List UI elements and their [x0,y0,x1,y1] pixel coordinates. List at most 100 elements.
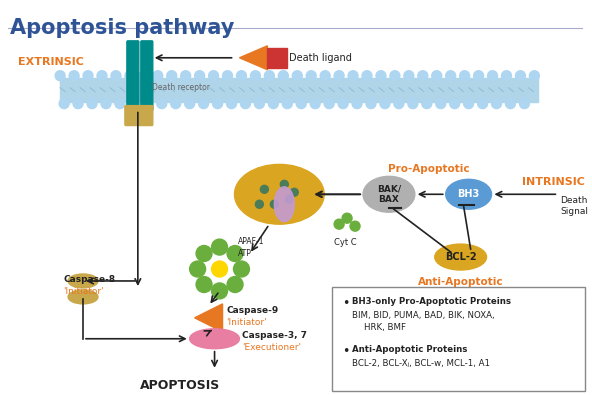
Circle shape [446,71,456,81]
Circle shape [501,71,511,81]
Circle shape [195,71,205,81]
Circle shape [196,246,212,261]
Text: 'Executioner': 'Executioner' [243,343,301,352]
Text: Anti-Apoptotic: Anti-Apoptotic [418,277,503,287]
Circle shape [211,283,227,299]
Ellipse shape [68,274,98,288]
Circle shape [432,71,442,81]
Text: 'Initiator': 'Initiator' [227,318,267,327]
Circle shape [170,99,181,109]
Bar [60,78,538,90]
FancyBboxPatch shape [332,287,585,391]
Circle shape [250,71,260,81]
Circle shape [290,188,298,196]
Circle shape [491,99,501,109]
FancyBboxPatch shape [125,105,153,126]
Circle shape [268,99,278,109]
Text: APAF-1: APAF-1 [237,237,264,246]
Polygon shape [195,304,223,332]
Circle shape [240,99,250,109]
Circle shape [292,71,303,81]
Text: HRK, BMF: HRK, BMF [364,323,406,332]
Circle shape [348,71,358,81]
Text: Death ligand: Death ligand [289,53,352,63]
Text: BH3: BH3 [458,189,480,199]
Circle shape [233,261,249,277]
Circle shape [506,99,516,109]
Circle shape [394,99,404,109]
Circle shape [211,239,227,255]
Circle shape [139,71,149,81]
Circle shape [87,99,97,109]
Circle shape [320,71,330,81]
Circle shape [213,99,223,109]
Bar [268,48,287,68]
Circle shape [324,99,334,109]
Circle shape [185,99,195,109]
Circle shape [282,99,292,109]
Circle shape [83,71,93,81]
Text: Death
Signal: Death Signal [560,196,588,216]
Circle shape [459,71,469,81]
Text: BCL-2, BCL-Xⱼ, BCL-w, MCL-1, A1: BCL-2, BCL-Xⱼ, BCL-w, MCL-1, A1 [352,359,490,368]
Circle shape [296,99,306,109]
Text: Caspase-9: Caspase-9 [227,306,279,315]
Text: APOPTOSIS: APOPTOSIS [140,378,220,391]
Text: ATP: ATP [237,249,252,258]
Circle shape [97,71,107,81]
Text: BAK/
BAX: BAK/ BAX [377,184,401,204]
Circle shape [227,99,236,109]
Circle shape [223,71,233,81]
Text: Cyt C: Cyt C [334,238,356,247]
Circle shape [362,71,372,81]
Circle shape [488,71,497,81]
Circle shape [157,99,167,109]
Circle shape [59,99,69,109]
Circle shape [474,71,484,81]
Text: •: • [342,297,349,310]
Circle shape [265,71,274,81]
Text: •: • [342,345,349,358]
Circle shape [350,221,360,231]
Circle shape [199,99,208,109]
Circle shape [366,99,376,109]
Circle shape [464,99,474,109]
Circle shape [129,99,139,109]
Circle shape [278,71,288,81]
Circle shape [338,99,348,109]
Circle shape [227,246,243,261]
Bar [60,90,538,102]
Circle shape [390,71,400,81]
Text: 'Initiator': 'Initiator' [63,287,104,296]
Ellipse shape [234,164,324,224]
Circle shape [167,71,176,81]
Text: BIM, BID, PUMA, BAD, BIK, NOXA,: BIM, BID, PUMA, BAD, BIK, NOXA, [352,311,495,320]
Circle shape [153,71,163,81]
Text: Anti-Apoptotic Proteins: Anti-Apoptotic Proteins [352,345,468,354]
Ellipse shape [446,179,491,209]
Text: Apoptosis pathway: Apoptosis pathway [10,18,234,38]
Circle shape [189,261,205,277]
Circle shape [306,71,316,81]
FancyBboxPatch shape [127,41,139,111]
Text: Pro-Apoptotic: Pro-Apoptotic [388,164,469,175]
FancyBboxPatch shape [141,41,153,111]
Circle shape [352,99,362,109]
Circle shape [516,71,526,81]
Circle shape [529,71,539,81]
Circle shape [342,213,352,223]
Text: Death receptor: Death receptor [152,83,210,92]
Circle shape [376,71,386,81]
Text: BH3-only Pro-Apoptotic Proteins: BH3-only Pro-Apoptotic Proteins [352,297,511,306]
Circle shape [211,261,227,277]
Circle shape [125,71,135,81]
Circle shape [380,99,390,109]
Circle shape [196,276,212,292]
Ellipse shape [274,187,294,222]
Polygon shape [240,46,268,70]
Circle shape [101,99,111,109]
Ellipse shape [435,244,487,270]
Circle shape [181,71,191,81]
Circle shape [310,99,320,109]
Text: Caspase-3, 7: Caspase-3, 7 [243,331,307,340]
